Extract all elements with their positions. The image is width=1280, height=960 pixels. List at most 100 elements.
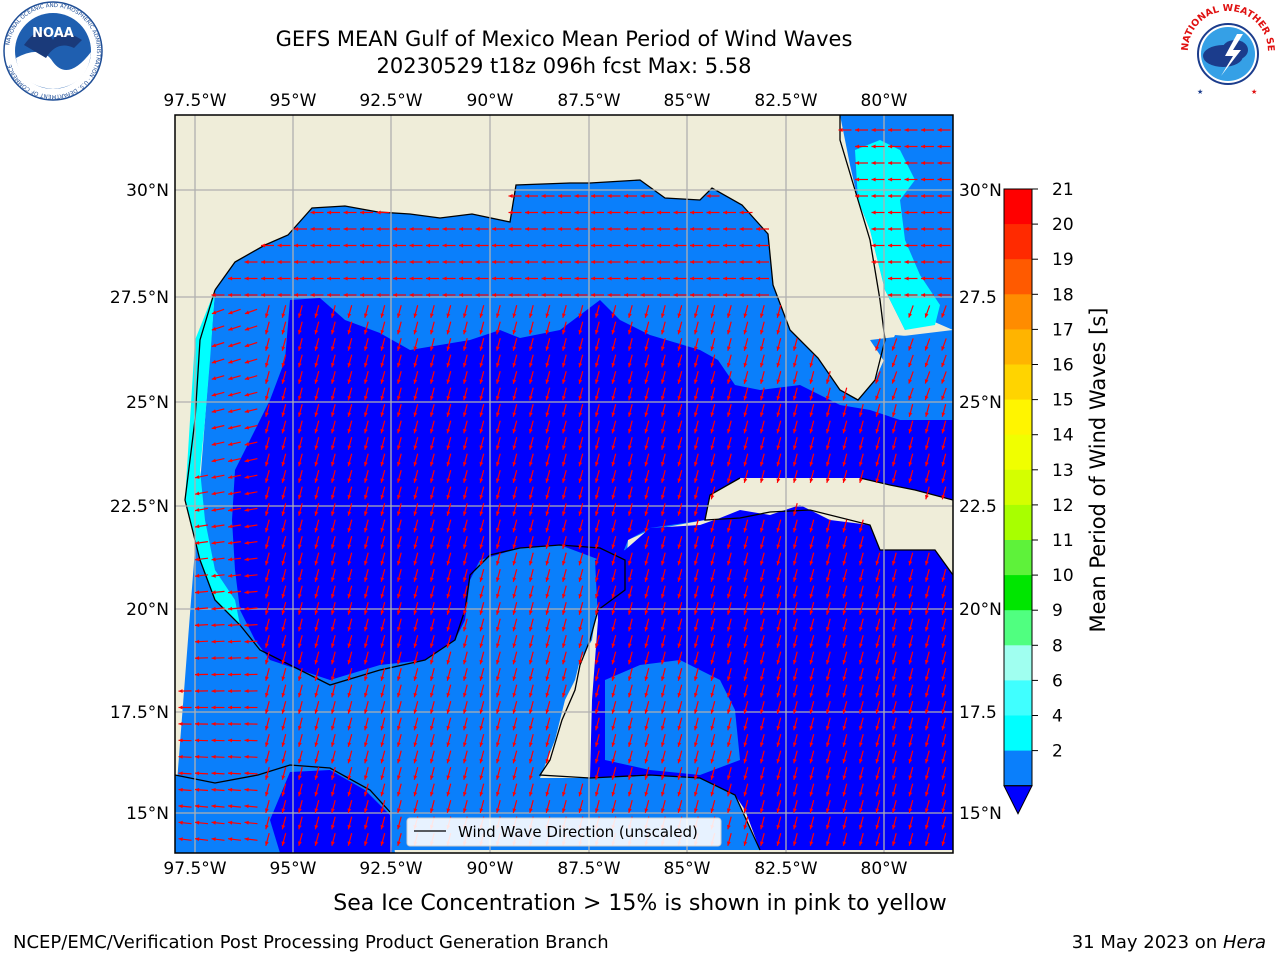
wind-arrow-head — [694, 560, 698, 566]
colorbar-segment — [1004, 399, 1032, 436]
wind-arrow-head — [875, 725, 880, 731]
wind-arrow-head — [195, 672, 200, 677]
wind-arrow-head — [562, 346, 566, 351]
wind-arrow-head — [595, 379, 599, 384]
wind-arrow-head — [859, 742, 863, 747]
wind-arrow-head — [760, 478, 764, 483]
wind-arrow-head — [743, 758, 748, 764]
wind-arrow-head — [298, 412, 302, 417]
wind-arrow-head — [611, 709, 616, 714]
wind-arrow-head — [941, 742, 946, 747]
wind-arrow-head — [776, 313, 781, 318]
wind-arrow-head — [673, 243, 678, 248]
lon-labels-bottom: 97.5°W 95°W 92.5°W 90°W 87.5°W 85°W 82.5… — [163, 859, 907, 879]
wind-arrow-head — [826, 725, 830, 731]
wind-arrow-head — [690, 293, 695, 297]
wind-arrow-head — [265, 725, 269, 731]
wind-arrow-head — [925, 577, 929, 582]
wind-arrow-head — [211, 754, 216, 759]
wind-arrow-head — [855, 128, 860, 132]
wind-arrow-head — [677, 577, 682, 582]
lon-label: 87.5°W — [557, 859, 620, 879]
wind-arrow-head — [776, 362, 781, 368]
wind-arrow-head — [941, 379, 945, 384]
wind-arrow-head — [446, 758, 451, 764]
wind-arrow-head — [673, 227, 678, 231]
wind-arrow-head — [430, 313, 434, 318]
wind-arrow-head — [211, 771, 216, 776]
wind-arrow-head — [924, 379, 929, 384]
wind-arrow-head — [941, 593, 946, 599]
wind-arrow-head — [859, 643, 863, 648]
wind-arrow-head — [925, 461, 929, 467]
wind-arrow-head — [244, 392, 250, 397]
wind-arrow-head — [430, 445, 434, 450]
lon-label: 97.5°W — [163, 91, 226, 111]
wind-arrow-head — [809, 544, 814, 549]
wind-arrow-head — [228, 804, 233, 809]
wind-arrow-head — [562, 478, 566, 483]
wind-arrow-head — [908, 593, 913, 599]
wind-arrow-head — [574, 276, 579, 281]
wind-arrow-head — [611, 428, 616, 434]
wind-arrow-head — [727, 791, 731, 797]
wind-arrow-head — [541, 260, 546, 264]
wind-arrow-head — [244, 590, 249, 595]
wind-arrow-head — [562, 313, 566, 318]
wind-arrow-head — [776, 445, 781, 450]
wind-arrow-head — [380, 313, 385, 318]
wind-arrow-head — [710, 709, 715, 714]
wind-arrow-head — [397, 659, 401, 665]
wind-arrow-head — [677, 494, 682, 500]
colorbar — [1003, 188, 1033, 815]
wind-arrow-head — [479, 725, 484, 731]
wind-arrow-head — [644, 643, 649, 648]
wind-arrow-head — [776, 808, 781, 813]
wind-arrow-head — [875, 659, 880, 665]
wind-arrow-head — [347, 626, 352, 632]
wind-arrow-head — [875, 346, 879, 351]
wind-arrow-head — [364, 709, 368, 714]
colorbar-label: Mean Period of Wind Waves [s] — [1086, 308, 1110, 633]
wind-arrow-head — [364, 742, 368, 747]
wind-arrow-head — [380, 461, 385, 467]
wind-arrow-head — [397, 544, 401, 549]
wind-arrow-head — [463, 379, 467, 384]
wind-arrow-head — [826, 626, 830, 632]
wind-arrow-head — [479, 428, 484, 434]
wind-arrow-head — [760, 362, 764, 368]
wind-arrow-head — [908, 676, 913, 681]
wind-arrow-head — [314, 610, 319, 615]
wind-arrow-head — [888, 144, 893, 149]
wind-arrow-head — [211, 623, 216, 628]
wind-arrow-head — [479, 560, 484, 566]
wind-arrow-head — [904, 161, 909, 165]
wind-arrow-head — [446, 511, 451, 516]
wind-arrow-head — [908, 362, 912, 368]
wind-arrow-head — [314, 511, 319, 516]
wind-arrow-head — [512, 527, 517, 533]
wind-arrow-head — [529, 626, 533, 632]
wind-arrow-head — [908, 428, 913, 434]
wind-arrow-head — [908, 775, 913, 780]
wind-arrow-head — [690, 227, 695, 231]
wind-arrow-head — [364, 643, 368, 648]
wind-arrow-head — [710, 478, 715, 483]
wind-arrow-head — [545, 412, 550, 417]
wind-arrow-head — [409, 243, 414, 248]
wind-arrow-head — [859, 610, 863, 615]
wind-arrow-head — [842, 478, 847, 483]
wind-arrow-head — [855, 177, 860, 182]
lon-label: 80°W — [861, 859, 908, 879]
wind-arrow-head — [442, 276, 447, 281]
wind-arrow-head — [809, 445, 814, 450]
caribbean-water-shallow-patch — [605, 660, 740, 775]
wind-arrow-head — [380, 676, 385, 681]
wind-arrow-head — [673, 293, 678, 297]
wind-arrow-head — [809, 841, 814, 846]
wind-arrow-head — [644, 445, 649, 450]
wind-arrow-head — [463, 445, 467, 450]
wind-arrow-head — [413, 511, 418, 516]
wind-arrow-head — [657, 293, 662, 297]
wind-arrow-head — [463, 527, 467, 533]
